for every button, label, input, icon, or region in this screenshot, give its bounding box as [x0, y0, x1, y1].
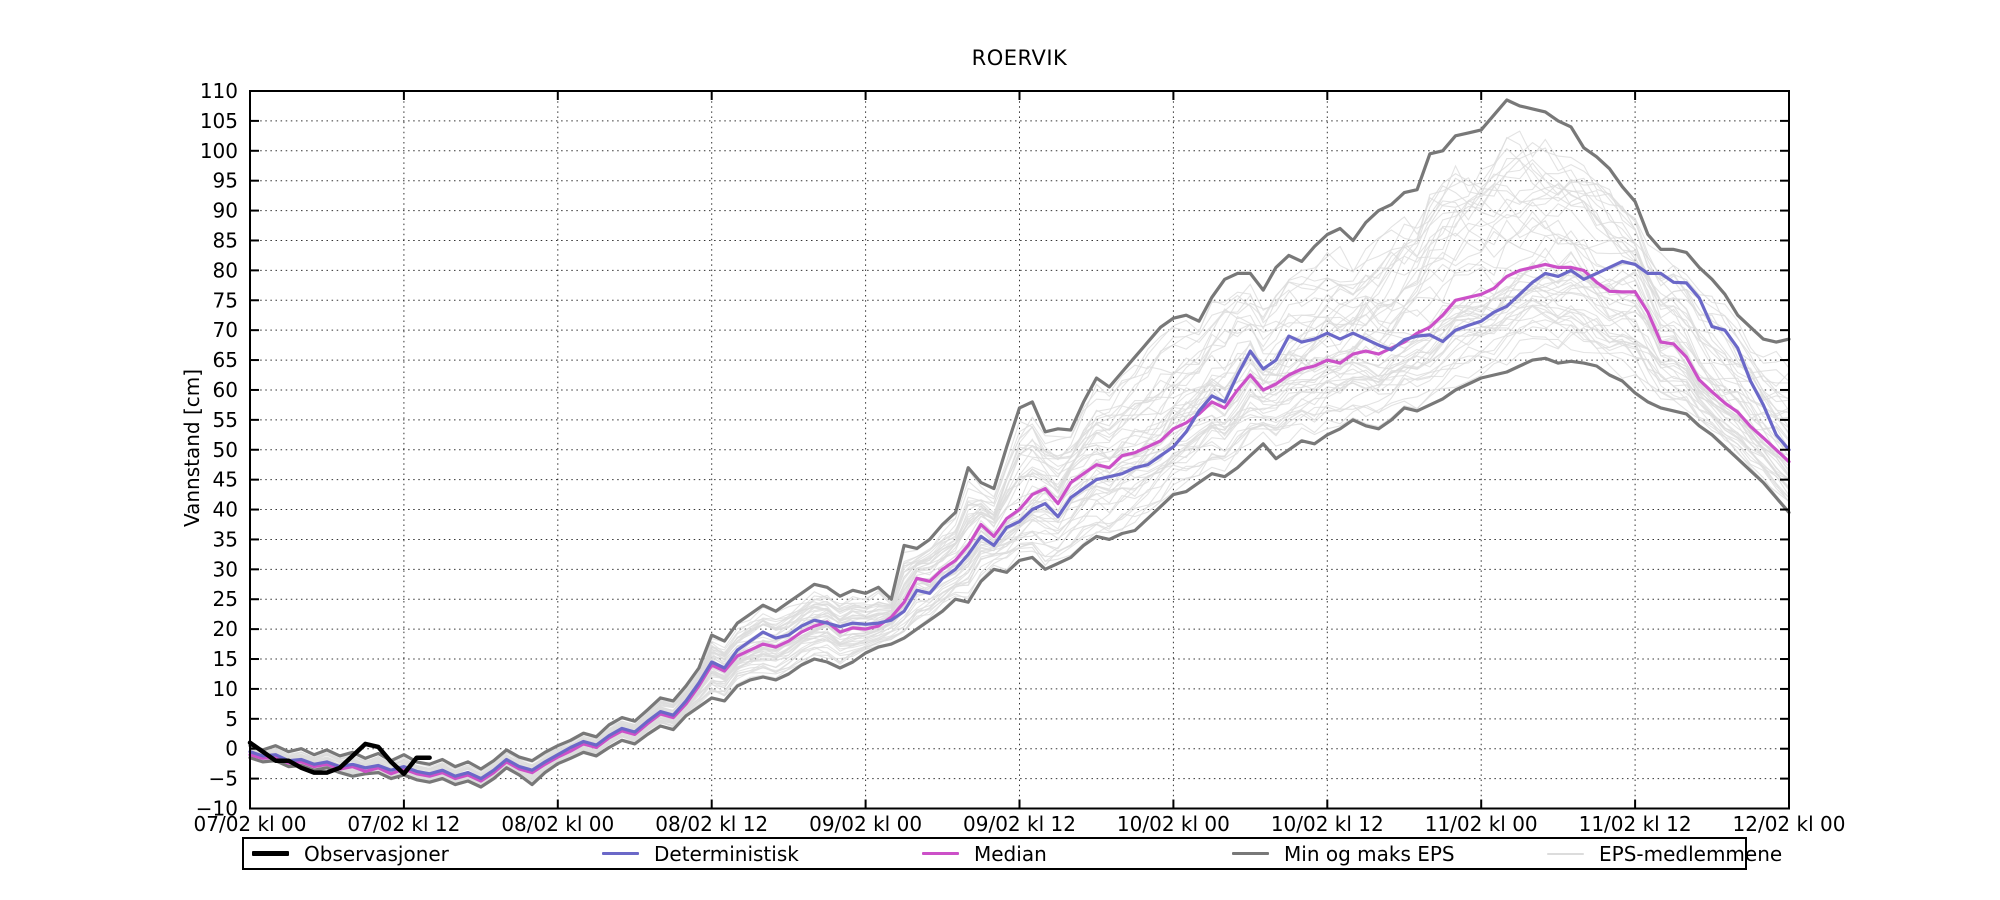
legend-label: Median	[974, 841, 1047, 866]
page-title: ROERVIK	[971, 46, 1068, 70]
y-tick-label: 60	[213, 378, 238, 402]
x-tick-label: 08/02 kl 12	[655, 812, 768, 836]
eps-member-line	[249, 130, 1790, 774]
x-tick-label: 12/02 kl 00	[1733, 812, 1846, 836]
y-tick-label: 30	[213, 557, 238, 581]
median-line-swatch	[922, 852, 959, 855]
legend-item-deterministisk: Deterministisk	[602, 839, 799, 868]
y-tick-label: 80	[213, 258, 238, 282]
eps-member-line	[249, 331, 1790, 786]
y-tick-label: 90	[213, 199, 238, 223]
deterministisk-line	[248, 259, 1791, 781]
y-tick-label: −10	[196, 797, 238, 821]
y-tick-label: 70	[213, 318, 238, 342]
y-tick-label: 20	[213, 617, 238, 641]
y-tick-label: 0	[225, 737, 238, 761]
y-tick-label: 35	[213, 527, 238, 551]
legend-item-eps-medlemmene: EPS-medlemmene	[1547, 839, 1782, 868]
y-tick-label: 5	[225, 707, 238, 731]
y-tick-label: 75	[213, 288, 238, 312]
legend: Observasjoner Deterministisk Median Min …	[242, 837, 1782, 870]
eps-member-line	[249, 173, 1790, 775]
legend-label: Deterministisk	[654, 841, 799, 866]
y-tick-label: 100	[200, 139, 238, 163]
x-tick-label: 09/02 kl 12	[963, 812, 1076, 836]
y-tick-label: 50	[213, 438, 238, 462]
eps-member-line	[249, 283, 1790, 781]
eps-medlemmene-line-swatch	[1547, 852, 1584, 855]
legend-item-median: Median	[922, 839, 1047, 868]
eps-member-line	[249, 141, 1790, 773]
legend-label: EPS-medlemmene	[1599, 841, 1783, 866]
maks-eps-line	[248, 98, 1791, 771]
x-tick-label: 08/02 kl 00	[501, 812, 614, 836]
y-tick-label: 65	[213, 348, 238, 372]
y-tick-label: 15	[213, 647, 238, 671]
y-tick-label: 105	[200, 109, 238, 133]
y-tick-label: 55	[213, 408, 238, 432]
legend-item-observasjoner: Observasjoner	[252, 839, 449, 868]
x-tick-label: 10/02 kl 12	[1271, 812, 1384, 836]
x-tick-label: 10/02 kl 00	[1117, 812, 1230, 836]
y-tick-label: 110	[200, 79, 238, 103]
y-tick-label: 25	[213, 587, 238, 611]
eps-member-line	[249, 247, 1790, 782]
legend-item-min-maks-eps: Min og maks EPS	[1232, 839, 1455, 868]
y-tick-label: 95	[213, 169, 238, 193]
eps-member-line	[249, 147, 1789, 776]
min-eps-line	[248, 356, 1791, 789]
x-tick-label: 11/02 kl 00	[1425, 812, 1538, 836]
x-tick-label: 07/02 kl 00	[194, 812, 307, 836]
legend-label: Min og maks EPS	[1284, 841, 1455, 866]
deterministisk-line-swatch	[602, 852, 639, 855]
y-tick-label: 45	[213, 468, 238, 492]
x-tick-label: 09/02 kl 00	[809, 812, 922, 836]
observasjoner-line-swatch	[252, 851, 289, 856]
y-tick-label: 10	[213, 677, 238, 701]
y-axis-label: Vannstand [cm]	[180, 368, 204, 528]
min-maks-eps-line-swatch	[1232, 852, 1269, 855]
x-tick-label: 11/02 kl 12	[1579, 812, 1692, 836]
legend-label: Observasjoner	[304, 841, 449, 866]
eps-member-line	[249, 169, 1790, 778]
eps-member-line	[249, 182, 1790, 776]
x-tick-label: 07/02 kl 12	[347, 812, 460, 836]
y-tick-label: −5	[209, 767, 238, 791]
median-line	[248, 262, 1791, 783]
y-tick-label: 40	[213, 498, 238, 522]
y-tick-label: 85	[213, 228, 238, 252]
observasjoner-line	[247, 740, 432, 777]
